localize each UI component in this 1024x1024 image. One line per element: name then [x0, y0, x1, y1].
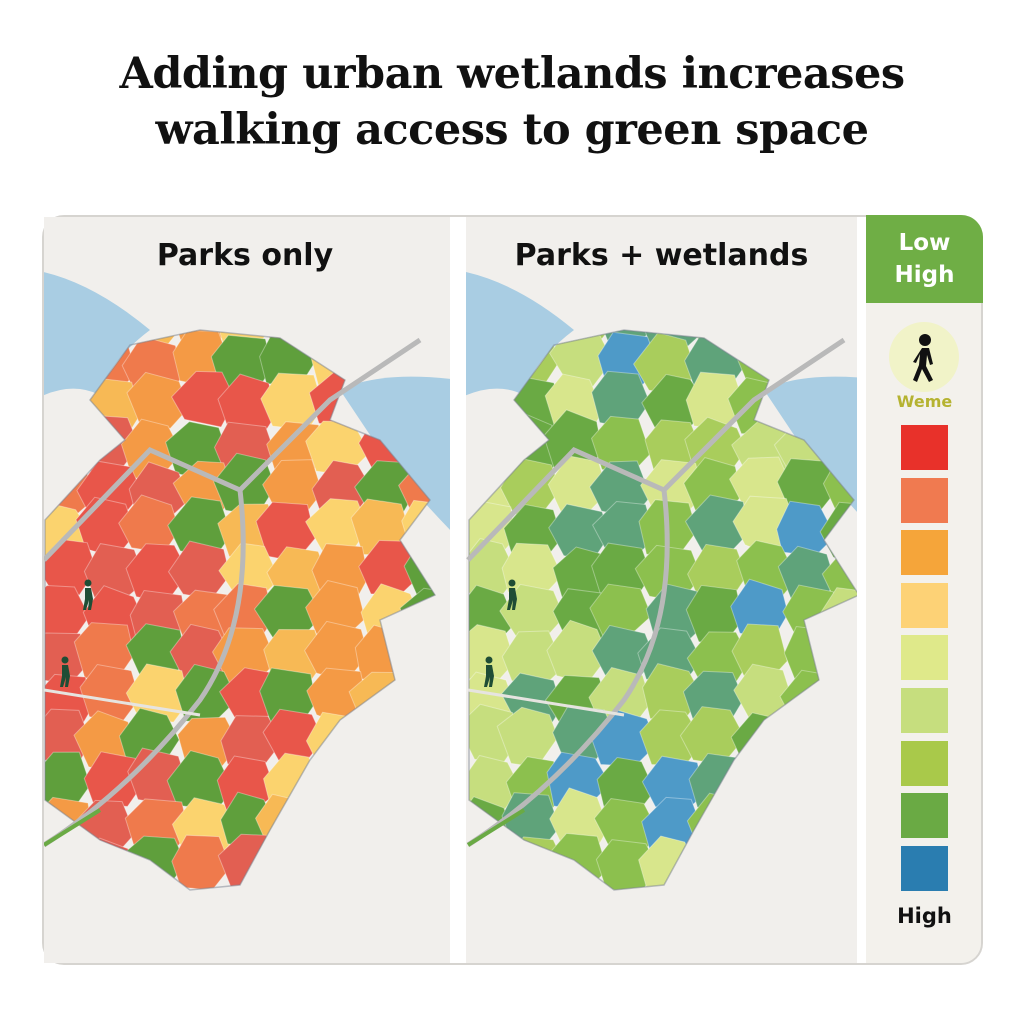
legend-high-label: High [894, 262, 955, 288]
map-panel-1[interactable] [26, 217, 468, 963]
map-cell [171, 834, 232, 890]
legend-swatch-4 [901, 582, 948, 628]
water-body [44, 272, 150, 396]
legend-swatch-8 [901, 793, 948, 839]
legend-swatch-7 [901, 740, 948, 786]
map-cell [595, 839, 660, 890]
map-cell [125, 663, 190, 723]
pedestrian-icon [83, 579, 93, 610]
map-panel-2[interactable] [452, 217, 891, 963]
road [467, 688, 625, 717]
legend-header: Low High [866, 215, 983, 303]
pedestrian-icon [484, 656, 494, 687]
green-path [466, 808, 526, 847]
panel-title-parks-wetlands: Parks + wetlands [514, 238, 809, 273]
map-cell [126, 371, 190, 430]
road [466, 489, 670, 848]
panel-divider [450, 217, 466, 963]
region-outline [468, 329, 857, 891]
legend-swatch-9 [901, 845, 948, 891]
title-line-2: walking access to green space [155, 105, 869, 155]
legend-swatch-3 [901, 530, 948, 576]
legend-icon-label: Weme [896, 392, 953, 411]
map-cell [170, 370, 237, 428]
road [44, 489, 246, 848]
pedestrian-icon [60, 656, 70, 687]
green-path [44, 808, 102, 847]
title-line-1: Adding urban wetlands increases [119, 49, 905, 99]
legend-swatch-1 [901, 425, 948, 470]
legend-divider [857, 217, 866, 963]
legend-swatch-5 [901, 635, 948, 681]
legend-footer-high: High [897, 904, 952, 928]
page-title: Adding urban wetlands increases walking … [0, 46, 1024, 158]
road [44, 688, 201, 717]
panel-title-parks-only: Parks only [156, 238, 334, 273]
legend-swatch-2 [901, 477, 948, 523]
water-body [466, 272, 574, 396]
region-outline [44, 329, 437, 891]
pedestrian-icon [889, 322, 959, 392]
pedestrian-icon [507, 579, 517, 610]
map-cell [83, 751, 146, 808]
legend-low-label: Low [898, 230, 951, 256]
legend-swatch-6 [901, 688, 948, 733]
